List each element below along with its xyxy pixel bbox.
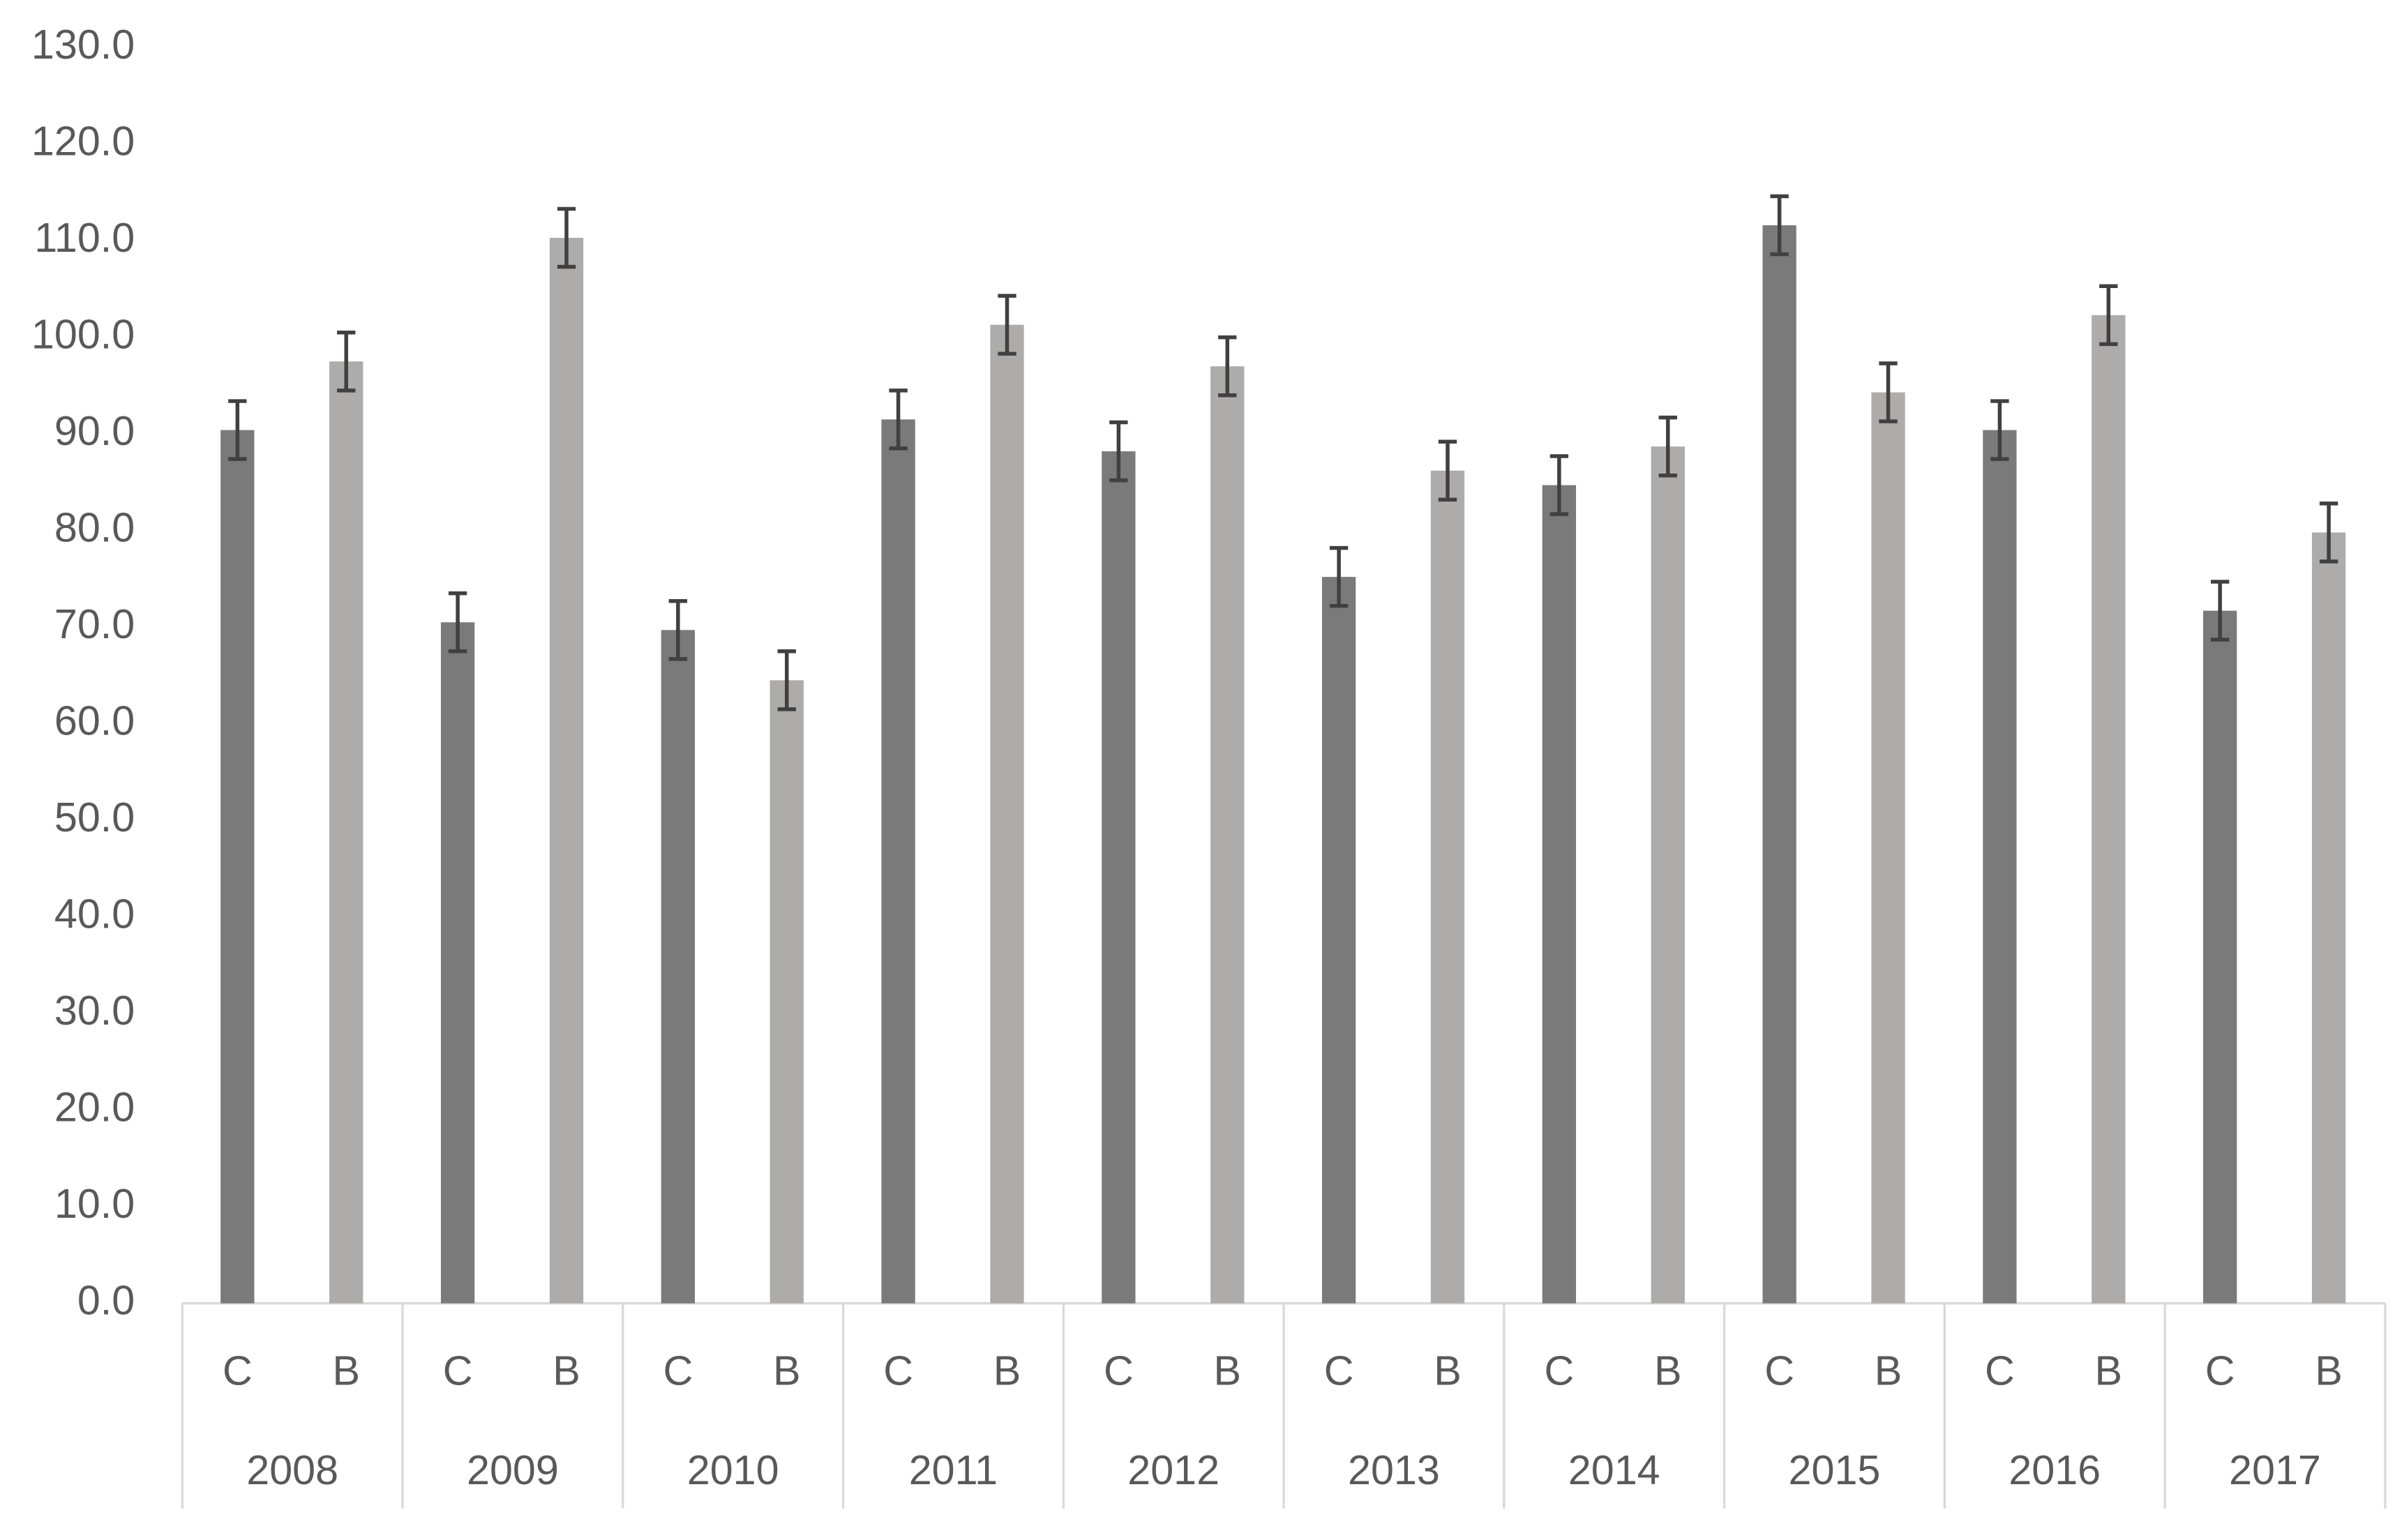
bar bbox=[1210, 366, 1245, 1304]
x-subcategory-label: B bbox=[1875, 1347, 1902, 1394]
y-tick-label: 130.0 bbox=[31, 21, 135, 68]
error-bar bbox=[1329, 545, 1349, 608]
bar bbox=[220, 430, 255, 1304]
bar bbox=[990, 324, 1024, 1304]
error-bar bbox=[1109, 420, 1128, 483]
x-subcategory-label: B bbox=[993, 1347, 1021, 1394]
x-subcategory-label: C bbox=[663, 1347, 693, 1394]
x-subcategory-label: C bbox=[1324, 1347, 1354, 1394]
error-bar bbox=[1770, 194, 1789, 257]
bar bbox=[329, 361, 363, 1304]
bar bbox=[2092, 315, 2126, 1304]
x-subcategory-label: C bbox=[1985, 1347, 2015, 1394]
x-subcategory-label: B bbox=[1654, 1347, 1682, 1394]
bar bbox=[1871, 392, 1905, 1304]
error-bar bbox=[998, 294, 1016, 356]
x-subcategory-label: B bbox=[553, 1347, 580, 1394]
bar bbox=[549, 237, 584, 1304]
x-subcategory-label: B bbox=[332, 1347, 360, 1394]
x-group-label: 2010 bbox=[687, 1447, 779, 1493]
bar bbox=[1321, 577, 1356, 1304]
y-tick-label: 10.0 bbox=[54, 1180, 135, 1227]
error-bar bbox=[777, 649, 796, 711]
error-bar bbox=[1990, 399, 2009, 461]
x-subcategory-label: C bbox=[1544, 1347, 1574, 1394]
x-group-label: 2011 bbox=[909, 1447, 998, 1493]
error-bar bbox=[2319, 501, 2339, 564]
error-bar bbox=[1549, 454, 1569, 516]
error-bar bbox=[668, 599, 688, 661]
y-tick-label: 100.0 bbox=[31, 310, 135, 357]
error-bar bbox=[1218, 335, 1237, 398]
y-tick-label: 0.0 bbox=[77, 1276, 135, 1323]
bar bbox=[661, 630, 696, 1304]
y-tick-label: 120.0 bbox=[31, 117, 135, 164]
error-bar bbox=[337, 330, 356, 393]
y-tick-label: 80.0 bbox=[54, 504, 135, 550]
x-subcategory-label: C bbox=[1104, 1347, 1134, 1394]
x-subcategory-label: C bbox=[223, 1347, 253, 1394]
error-bar bbox=[1438, 439, 1457, 502]
bar bbox=[2202, 610, 2237, 1304]
x-group-label: 2012 bbox=[1127, 1447, 1219, 1493]
x-subcategory-label: B bbox=[2315, 1347, 2343, 1394]
error-bar bbox=[2099, 284, 2118, 347]
x-group-label: 2008 bbox=[246, 1447, 338, 1493]
y-tick-label: 90.0 bbox=[54, 407, 135, 454]
y-tick-label: 110.0 bbox=[34, 214, 135, 261]
bar bbox=[1651, 446, 1685, 1304]
error-bar bbox=[2210, 580, 2230, 642]
bar bbox=[770, 680, 804, 1304]
y-tick-label: 20.0 bbox=[54, 1083, 135, 1130]
x-subcategory-label: C bbox=[443, 1347, 473, 1394]
x-group-label: 2017 bbox=[2229, 1447, 2321, 1493]
x-subcategory-label: B bbox=[773, 1347, 801, 1394]
x-subcategory-label: C bbox=[1764, 1347, 1794, 1394]
bar bbox=[1102, 451, 1136, 1304]
bar bbox=[1762, 225, 1796, 1304]
y-tick-label: 50.0 bbox=[54, 794, 135, 840]
error-bar bbox=[1658, 415, 1677, 478]
error-bar bbox=[889, 388, 908, 451]
x-group-label: 2013 bbox=[1348, 1447, 1440, 1493]
bar bbox=[1983, 430, 2017, 1304]
error-bar bbox=[228, 399, 247, 461]
bar bbox=[2311, 532, 2346, 1304]
x-group-label: 2009 bbox=[467, 1447, 559, 1493]
bar bbox=[1542, 485, 1577, 1304]
x-subcategory-label: B bbox=[1214, 1347, 1242, 1394]
x-group-label: 2014 bbox=[1568, 1447, 1660, 1493]
bar bbox=[440, 622, 475, 1304]
x-subcategory-label: B bbox=[2095, 1347, 2123, 1394]
error-bar bbox=[557, 206, 576, 269]
y-tick-label: 40.0 bbox=[54, 890, 135, 937]
bar bbox=[1430, 470, 1465, 1304]
x-subcategory-label: C bbox=[2205, 1347, 2235, 1394]
y-tick-label: 60.0 bbox=[54, 697, 135, 743]
x-subcategory-label: C bbox=[883, 1347, 913, 1394]
y-tick-label: 30.0 bbox=[54, 987, 135, 1034]
x-group-label: 2015 bbox=[1789, 1447, 1881, 1493]
y-tick-label: 70.0 bbox=[54, 601, 135, 647]
x-subcategory-label: B bbox=[1434, 1347, 1462, 1394]
x-group-label: 2016 bbox=[2009, 1447, 2101, 1493]
bar bbox=[881, 419, 915, 1304]
error-bar bbox=[448, 591, 467, 654]
error-bar bbox=[1879, 361, 1898, 423]
